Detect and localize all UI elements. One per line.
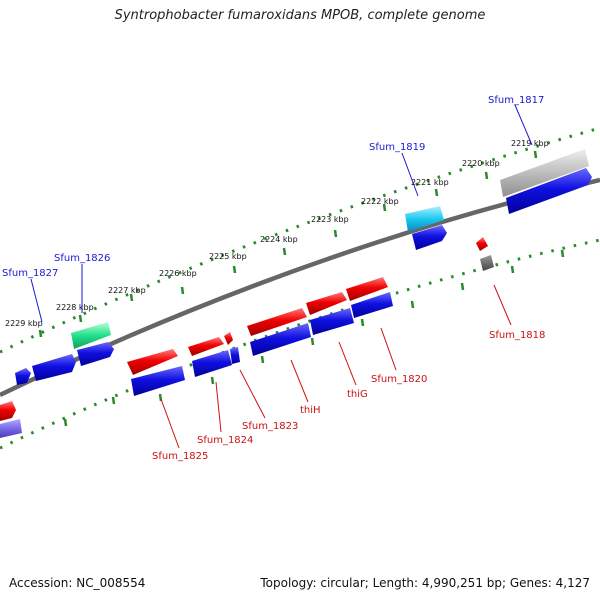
gene-arrow[interactable] bbox=[405, 206, 444, 232]
scale-label: 2221 kbp bbox=[411, 178, 449, 187]
gene-arrow[interactable] bbox=[250, 323, 311, 356]
gene-label[interactable]: thiH bbox=[300, 405, 321, 416]
gene-arrow[interactable] bbox=[15, 368, 31, 385]
gene-arrow[interactable] bbox=[192, 350, 232, 377]
gene-arrow[interactable] bbox=[506, 168, 592, 214]
scale-label: 2226 kbp bbox=[159, 269, 197, 278]
gene-label[interactable]: Sfum_1824 bbox=[197, 435, 253, 446]
gene-arrow[interactable] bbox=[127, 349, 178, 375]
genome-title: Syntrophobacter fumaroxidans MPOB, compl… bbox=[114, 8, 486, 23]
scale-label: 2222 kbp bbox=[361, 197, 399, 206]
gene-arrow[interactable] bbox=[306, 292, 347, 315]
gene-arrow[interactable] bbox=[476, 237, 488, 251]
scale-label: 2219 kbp bbox=[511, 139, 549, 148]
gene-label[interactable]: Sfum_1817 bbox=[488, 95, 544, 106]
lower-strand-genes bbox=[0, 237, 494, 438]
inner-major-ticks bbox=[63, 249, 565, 427]
gene-arrow[interactable] bbox=[77, 342, 114, 366]
inner-scale-track bbox=[0, 238, 600, 450]
outer-major-ticks bbox=[38, 150, 538, 338]
scale-labels: 2229 kbp 2228 kbp 2227 kbp 2226 kbp 2225… bbox=[5, 139, 549, 328]
gene-arrow[interactable] bbox=[0, 419, 22, 438]
gene-label[interactable]: Sfum_1827 bbox=[2, 268, 58, 279]
scale-label: 2224 kbp bbox=[260, 235, 298, 244]
gene-label[interactable]: Sfum_1819 bbox=[369, 142, 425, 153]
gene-arrow[interactable] bbox=[0, 401, 16, 421]
gene-arrow[interactable] bbox=[224, 332, 233, 345]
gene-arrow[interactable] bbox=[412, 225, 447, 250]
gene-label[interactable]: Sfum_1818 bbox=[489, 330, 545, 341]
gene-arrow[interactable] bbox=[480, 255, 494, 271]
topology-text: Topology: circular; Length: 4,990,251 bp… bbox=[260, 576, 590, 590]
leader-lines bbox=[30, 104, 533, 449]
gene-arrow[interactable] bbox=[32, 354, 76, 381]
gene-label[interactable]: Sfum_1820 bbox=[371, 374, 427, 385]
gene-arrow[interactable] bbox=[131, 366, 185, 396]
scale-label: 2227 kbp bbox=[108, 286, 146, 295]
gene-arrow[interactable] bbox=[247, 308, 307, 336]
gene-arrow[interactable] bbox=[230, 347, 240, 364]
scale-label: 2225 kbp bbox=[209, 252, 247, 261]
scale-label: 2223 kbp bbox=[311, 215, 349, 224]
gene-label[interactable]: thiG bbox=[347, 389, 368, 400]
upper-strand-genes bbox=[15, 149, 592, 385]
scale-label: 2228 kbp bbox=[56, 303, 94, 312]
gene-arrow[interactable] bbox=[500, 149, 589, 197]
gene-arrow[interactable] bbox=[346, 277, 388, 301]
gene-labels: Sfum_1827 Sfum_1826 Sfum_1819 Sfum_1817 … bbox=[2, 95, 545, 462]
gene-arrow[interactable] bbox=[71, 322, 111, 349]
gene-label[interactable]: Sfum_1825 bbox=[152, 451, 208, 462]
gene-arrow[interactable] bbox=[310, 308, 354, 335]
scale-label: 2220 kbp bbox=[462, 159, 500, 168]
accession-text: Accession: NC_008554 bbox=[9, 576, 146, 590]
gene-label[interactable]: Sfum_1823 bbox=[242, 421, 298, 432]
scale-label: 2229 kbp bbox=[5, 319, 43, 328]
gene-label[interactable]: Sfum_1826 bbox=[54, 253, 110, 264]
gene-arrow[interactable] bbox=[351, 292, 393, 318]
gene-arrow[interactable] bbox=[188, 337, 224, 356]
